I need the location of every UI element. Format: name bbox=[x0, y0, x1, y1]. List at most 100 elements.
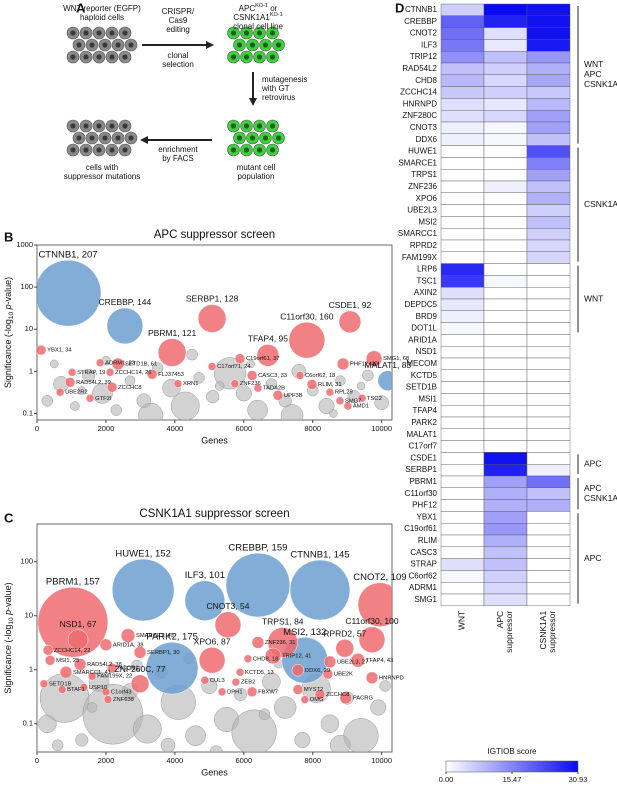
row-label: XPO6 bbox=[416, 194, 438, 203]
heatmap-cell bbox=[526, 558, 571, 571]
bubble bbox=[329, 409, 338, 418]
cell-nucleus bbox=[70, 123, 76, 129]
row-label: CNOT3 bbox=[410, 123, 438, 132]
heatmap-cell bbox=[526, 145, 571, 158]
heatmap-cell bbox=[483, 275, 528, 288]
bubble bbox=[185, 725, 206, 746]
bubble bbox=[173, 379, 183, 388]
cell-nucleus bbox=[262, 42, 269, 48]
row-label: CTNNB1 bbox=[405, 5, 438, 14]
bubble bbox=[59, 665, 73, 679]
row-label: SMARCE1 bbox=[398, 158, 437, 167]
bubble-label: MSI2, 132 bbox=[283, 627, 326, 638]
bubble-label: SMG1, 68 bbox=[383, 356, 409, 362]
heatmap-cell bbox=[483, 157, 528, 170]
bubble-label: TRPS1, 84 bbox=[262, 617, 304, 627]
cell-nucleus bbox=[269, 54, 276, 60]
bubble bbox=[339, 691, 353, 705]
heatmap-cell bbox=[440, 499, 485, 512]
bubble-label: DPH1 bbox=[227, 689, 242, 695]
heatmap-cell bbox=[440, 168, 485, 182]
heatmap-cell bbox=[440, 15, 485, 28]
heatmap-cell bbox=[483, 534, 528, 548]
diagram-text: haploid cells bbox=[80, 13, 124, 22]
heatmap-cell bbox=[526, 216, 571, 229]
column-label: WNT bbox=[457, 611, 467, 630]
y-tick-label: 1 bbox=[29, 366, 33, 375]
bubble-label: RAD54L2, 38 bbox=[87, 662, 122, 668]
bubble-label: AMD1 bbox=[353, 404, 369, 410]
heatmap-cell bbox=[526, 523, 571, 536]
bubble-label: SMARCE1, 40 bbox=[136, 633, 174, 639]
panel-label: A bbox=[76, 0, 86, 15]
cell-nucleus bbox=[262, 135, 269, 141]
heatmap-cell bbox=[440, 416, 485, 430]
row-label: CASC3 bbox=[410, 548, 437, 557]
cell-nucleus bbox=[96, 30, 102, 36]
column-label: suppressor bbox=[504, 611, 514, 653]
bubble bbox=[193, 372, 205, 384]
heatmap-cell bbox=[440, 523, 485, 536]
bubble-label: ZCCHC8 bbox=[118, 385, 142, 391]
cell-nucleus bbox=[115, 42, 121, 48]
bubble-label: SERBP1, 30 bbox=[147, 650, 180, 656]
bubble bbox=[335, 639, 355, 658]
group-label: APC bbox=[584, 458, 601, 468]
heatmap-cell bbox=[440, 346, 485, 359]
row-label: SETD1B bbox=[406, 383, 437, 392]
bubble-label: C1orf43 bbox=[111, 689, 132, 695]
heatmap-cell bbox=[526, 593, 571, 607]
row-label: DEPDC5 bbox=[405, 300, 438, 309]
bubble bbox=[230, 379, 240, 388]
row-label: C17orf7 bbox=[409, 442, 438, 451]
bubble-label: ZCCHC14, 22 bbox=[54, 648, 90, 654]
diagram-text: selection bbox=[162, 60, 194, 69]
bubble-label: OMG bbox=[310, 697, 324, 703]
panel-label: D bbox=[395, 0, 404, 15]
bubble bbox=[258, 708, 271, 720]
heatmap-cell bbox=[526, 428, 571, 441]
cell-nucleus bbox=[269, 30, 276, 36]
diagram-text: Cas9 bbox=[169, 16, 188, 25]
row-label: MECOM bbox=[406, 359, 437, 368]
heatmap-cell bbox=[526, 15, 571, 28]
bubble bbox=[101, 687, 111, 697]
bubble bbox=[235, 385, 252, 402]
heatmap-cell bbox=[526, 534, 571, 548]
heatmap-cell bbox=[483, 204, 528, 217]
diagram-text: population bbox=[238, 172, 275, 181]
bubble-label: ZNF638 bbox=[113, 697, 134, 703]
text-part: p bbox=[3, 304, 13, 312]
heatmap-cell bbox=[440, 381, 485, 394]
cell-nucleus bbox=[256, 123, 263, 129]
bubble bbox=[146, 369, 158, 380]
bubble bbox=[294, 732, 311, 749]
text-part: APC bbox=[239, 4, 256, 13]
heatmap-cell bbox=[526, 499, 571, 512]
cell-nucleus bbox=[109, 30, 115, 36]
column-label: suppressor bbox=[547, 611, 557, 653]
cell-nucleus bbox=[83, 30, 89, 36]
panel-label: C bbox=[4, 510, 14, 525]
heatmap-cell bbox=[483, 511, 528, 524]
heatmap-cell bbox=[483, 582, 528, 595]
bubble-label: UBE2R2 bbox=[65, 390, 88, 396]
bubble-label: RPL29 bbox=[335, 390, 353, 396]
bubble-label: CNOT3, 54 bbox=[206, 601, 249, 611]
text-part: Significance (-log bbox=[3, 319, 13, 388]
heatmap-cell bbox=[483, 558, 528, 571]
bubble bbox=[157, 338, 187, 367]
bubble bbox=[358, 626, 386, 653]
cell-nucleus bbox=[243, 123, 250, 129]
bubble-label: C6orf62, 18 bbox=[305, 373, 335, 379]
heatmap-cell bbox=[483, 227, 528, 241]
cell-nucleus bbox=[102, 42, 108, 48]
heatmap-cell bbox=[483, 86, 528, 99]
bubble bbox=[67, 629, 89, 650]
heatmap-cell bbox=[440, 251, 485, 264]
heatmap-cell bbox=[440, 428, 485, 441]
bubble-label: CUL3 bbox=[210, 678, 225, 684]
bubble-label: CREBBP, 144 bbox=[99, 297, 152, 307]
bubble bbox=[130, 674, 150, 694]
